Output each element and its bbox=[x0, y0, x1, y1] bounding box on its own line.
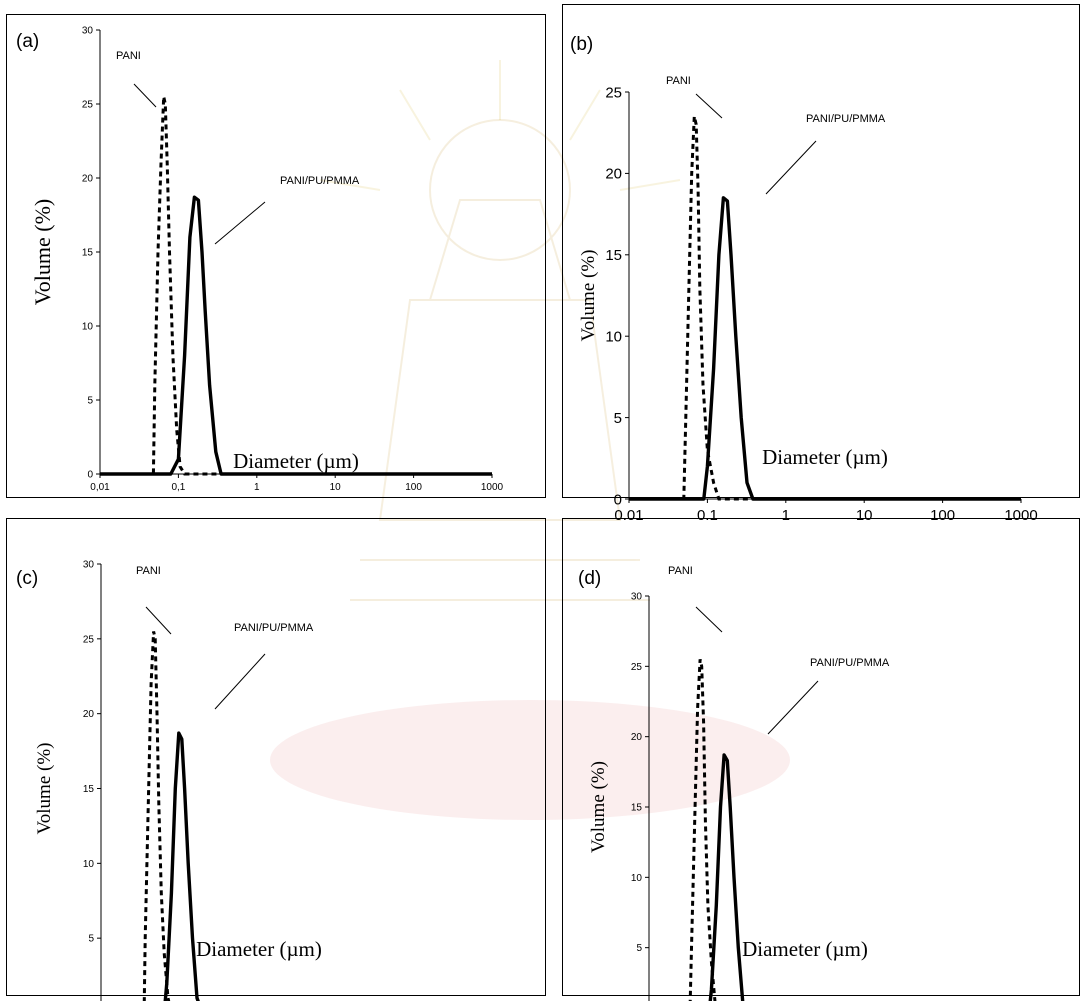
pani-annotation: PANI bbox=[668, 565, 693, 577]
y-tick-label: 10 bbox=[83, 859, 95, 870]
y-tick-label: 0 bbox=[87, 470, 93, 481]
chart-d-svg: 0510152025300.010.11101001000PANIPANI/PU… bbox=[562, 518, 1080, 1001]
pani-pu-pmma-annotation: PANI/PU/PMMA bbox=[806, 113, 886, 125]
x-tick-label: 0.1 bbox=[697, 507, 718, 524]
panel-label: (a) bbox=[16, 31, 39, 52]
pani-pu-pmma-annotation: PANI/PU/PMMA bbox=[234, 622, 314, 634]
y-tick-label: 15 bbox=[83, 784, 95, 795]
x-axis-title: Diameter (µm) bbox=[742, 937, 868, 961]
chart-a-svg: 0 5 10 15 20 25 30 0,01 0,1 1 10 100 1000 PANI PANI/PU… bbox=[6, 14, 546, 498]
y-tick-label: 10 bbox=[82, 322, 94, 333]
pani-series-line bbox=[688, 658, 717, 1001]
x-tick-label: 10 bbox=[856, 507, 873, 524]
pani-annotation: PANI bbox=[666, 75, 691, 87]
x-tick-label: 10 bbox=[330, 482, 342, 493]
panel-label: (b) bbox=[570, 34, 593, 55]
y-tick-label: 25 bbox=[605, 84, 622, 101]
panel-frame bbox=[562, 4, 1080, 498]
y-tick-label: 10 bbox=[631, 873, 643, 884]
panel-frame bbox=[6, 14, 546, 498]
y-tick-label: 25 bbox=[83, 634, 95, 645]
pani-leader-line bbox=[145, 606, 172, 635]
x-tick-label: 1000 bbox=[1004, 507, 1037, 524]
y-tick-label: 5 bbox=[636, 943, 642, 954]
x-axis-title: Diameter (µm) bbox=[233, 449, 359, 473]
y-axis-title: Volume (%) bbox=[578, 250, 599, 342]
x-tick-label: 100 bbox=[405, 482, 422, 493]
pani-pu-pmma-annotation: PANI/PU/PMMA bbox=[280, 175, 360, 187]
panel-frame bbox=[562, 518, 1080, 996]
pani-leader-line bbox=[695, 606, 723, 633]
pani-series-line bbox=[629, 116, 1021, 501]
panel-b: 0 5 10 15 20 25 0.01 0.1 1 10 100 1000 PANI PANI/PU/P… bbox=[562, 4, 1080, 524]
x-axis-title: Diameter (µm) bbox=[762, 445, 888, 469]
pani-pu-pmma-annotation: PANI/PU/PMMA bbox=[810, 657, 890, 669]
chart-b-svg: 0 5 10 15 20 25 0.01 0.1 1 10 100 1000 PANI PANI/PU/P… bbox=[562, 4, 1080, 524]
y-tick-label: 10 bbox=[605, 328, 622, 345]
panel-d: 0510152025300.010.11101001000PANIPANI/PU… bbox=[562, 518, 1080, 1001]
y-tick-label: 5 bbox=[614, 410, 622, 427]
x-tick-label: 0,01 bbox=[90, 482, 110, 493]
pani-pu-pmma-leader-line bbox=[767, 680, 819, 735]
x-tick-label: 1000 bbox=[481, 482, 504, 493]
pani-pu-pmma-leader-line bbox=[214, 201, 266, 245]
y-tick-label: 20 bbox=[83, 709, 95, 720]
y-tick-label: 20 bbox=[631, 732, 643, 743]
y-tick-label: 5 bbox=[88, 934, 94, 945]
y-tick-label: 5 bbox=[87, 396, 93, 407]
chart-c-svg: 0510152025300.010.11101001000PANIPANI/PU… bbox=[6, 518, 546, 1001]
pani-leader-line bbox=[695, 93, 723, 119]
panel-c: 0510152025300.010.11101001000PANIPANI/PU… bbox=[6, 518, 546, 1001]
panel-frame bbox=[6, 518, 546, 996]
y-tick-label: 15 bbox=[631, 803, 643, 814]
panel-a: 0 5 10 15 20 25 30 0,01 0,1 1 10 100 1000 PANI PANI/PU… bbox=[6, 14, 546, 498]
pani-pu-pmma-leader-line bbox=[765, 140, 817, 195]
panel-label: (c) bbox=[16, 568, 38, 589]
pani-annotation: PANI bbox=[136, 565, 161, 577]
y-tick-label: 25 bbox=[82, 100, 94, 111]
y-tick-label: 15 bbox=[605, 247, 622, 264]
pani-pu-pmma-series-line bbox=[629, 196, 1021, 501]
y-tick-label: 30 bbox=[631, 592, 643, 603]
y-tick-label: 20 bbox=[82, 174, 94, 185]
x-tick-label: 100 bbox=[930, 507, 955, 524]
y-tick-label: 20 bbox=[605, 166, 622, 183]
y-axis-title: Volume (%) bbox=[30, 199, 55, 306]
x-tick-label: 1 bbox=[782, 507, 790, 524]
y-axis-title: Volume (%) bbox=[588, 761, 609, 853]
pani-series-line bbox=[100, 96, 492, 476]
pani-leader-line bbox=[133, 83, 157, 108]
y-tick-label: 25 bbox=[631, 662, 643, 673]
y-tick-label: 0 bbox=[614, 491, 622, 508]
x-axis-title: Diameter (µm) bbox=[196, 937, 322, 961]
panel-label: (d) bbox=[578, 568, 601, 589]
pani-pu-pmma-series-line bbox=[163, 731, 200, 1001]
pani-annotation: PANI bbox=[116, 50, 141, 62]
x-tick-label: 0,1 bbox=[171, 482, 185, 493]
y-tick-label: 30 bbox=[82, 26, 94, 37]
pani-pu-pmma-series-line bbox=[100, 195, 492, 476]
y-axis-title: Volume (%) bbox=[34, 743, 55, 835]
y-tick-label: 15 bbox=[82, 248, 94, 259]
x-tick-label: 1 bbox=[254, 482, 260, 493]
pani-pu-pmma-leader-line bbox=[214, 653, 266, 710]
x-tick-label: 0.01 bbox=[614, 507, 643, 524]
y-tick-label: 30 bbox=[83, 560, 95, 571]
pani-pu-pmma-series-line bbox=[708, 753, 745, 1001]
